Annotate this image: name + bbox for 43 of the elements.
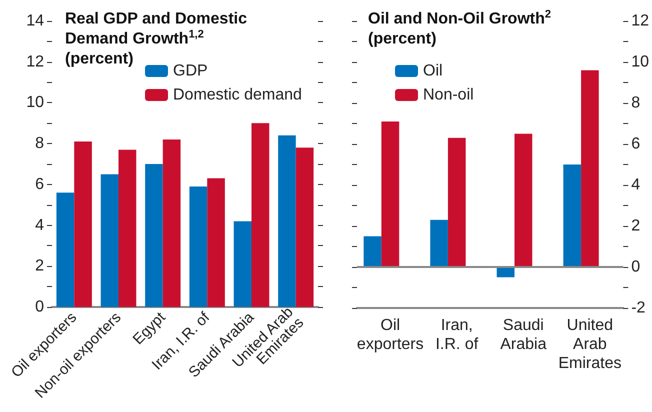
- bar: [56, 192, 74, 307]
- legend-label: Domestic demand: [173, 86, 302, 104]
- bar: [100, 174, 118, 307]
- bar: [189, 186, 208, 307]
- bar: [118, 150, 136, 307]
- bar: [207, 178, 225, 307]
- y2-tick-label: 10: [631, 54, 650, 70]
- x-tick-label: Saudi Arabia: [500, 317, 547, 353]
- y-tick-label: 4: [35, 216, 44, 234]
- y2-tick-label: 8: [631, 94, 640, 112]
- y2-tick-label: 12: [631, 12, 650, 30]
- y2-tick-label: 4: [631, 176, 640, 194]
- y2-tick-label: 0: [631, 258, 640, 276]
- bar: [430, 220, 448, 267]
- legend-label: Non-oil: [423, 86, 474, 104]
- y2-tick-label: 2: [631, 218, 640, 234]
- x-tick-label: Iran, I.R. of: [435, 317, 479, 353]
- bar: [381, 121, 400, 267]
- y-tick-label: 14: [26, 12, 44, 30]
- bar: [278, 135, 296, 307]
- bar: [74, 142, 92, 307]
- y-tick-label: 0: [35, 298, 44, 316]
- bar: [296, 148, 314, 307]
- bar: [563, 164, 582, 267]
- bar: [234, 221, 252, 307]
- bar: [448, 138, 466, 267]
- x-tick-label: United Arab Emirates: [558, 317, 622, 372]
- bar: [252, 123, 270, 307]
- y-tick-label: 6: [35, 176, 44, 193]
- y2-tick-label: 6: [631, 136, 640, 152]
- bar: [145, 164, 163, 307]
- y-tick-label: 2: [35, 258, 44, 275]
- y-tick-label: 12: [26, 53, 44, 70]
- bar: [496, 267, 515, 278]
- bar: [162, 139, 181, 307]
- bar: [514, 134, 532, 267]
- legend-label: Oil: [423, 62, 443, 80]
- y-tick-label: 10: [26, 94, 44, 112]
- bar: [581, 70, 599, 267]
- x-tick-label: Oil exporters: [356, 317, 424, 353]
- y2-tick-label: -2: [631, 300, 646, 316]
- y-tick-label: 8: [35, 135, 44, 152]
- bar: [364, 236, 382, 267]
